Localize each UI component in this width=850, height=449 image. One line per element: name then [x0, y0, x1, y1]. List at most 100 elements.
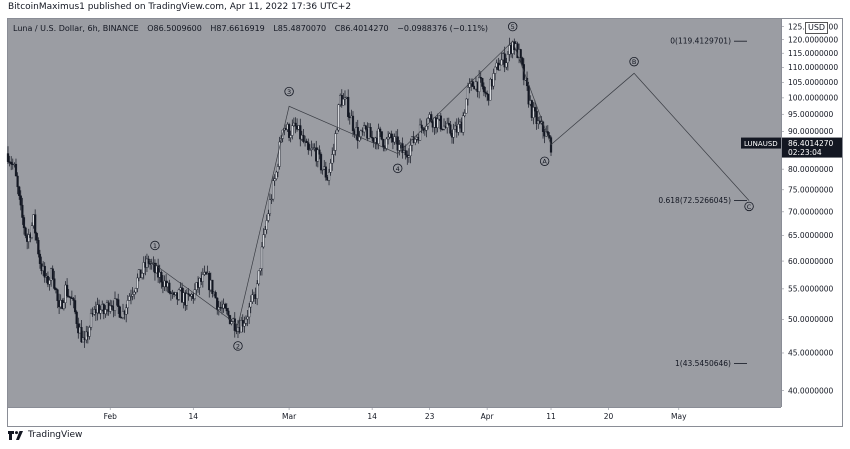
candle-body: [56, 289, 59, 301]
candle-body: [489, 79, 492, 101]
candle-body: [321, 169, 324, 171]
candle-body: [217, 307, 220, 310]
fib-level-label: 1(43.5450646): [675, 359, 731, 368]
candle-body: [505, 62, 508, 68]
legend-open: O86.5009600: [147, 24, 202, 33]
candle-body: [506, 54, 509, 63]
candle-body: [88, 327, 91, 337]
candle-body: [259, 268, 262, 272]
candle-body: [486, 93, 489, 95]
candle-body: [16, 175, 19, 188]
candle-body: [19, 195, 22, 206]
candle-body: [117, 299, 120, 307]
candle-body: [51, 268, 54, 279]
candle-body: [131, 294, 134, 297]
legend-low: L85.4870070: [273, 24, 327, 33]
candle-body: [305, 140, 308, 143]
candle-body: [177, 289, 180, 300]
candle-body: [337, 104, 340, 131]
candle-body: [113, 298, 117, 311]
legend-high: H87.6616919: [210, 24, 265, 33]
time-tick-label: 14: [367, 412, 377, 421]
candle-body: [230, 321, 233, 325]
candle-body: [75, 311, 78, 324]
candle-body: [267, 213, 270, 221]
last-price-countdown: 02:23:04: [788, 148, 822, 157]
candle-body: [452, 129, 455, 138]
candle-body: [102, 304, 105, 315]
wave-label-circle: [233, 341, 243, 351]
candle-body: [43, 265, 46, 278]
candle-body: [227, 310, 230, 316]
price-tick-label: 105.0000000: [788, 78, 838, 87]
candle-body: [110, 305, 113, 307]
publisher-header: BitcoinMaximus1 published on TradingView…: [8, 2, 352, 12]
wave-label: 1: [153, 242, 157, 250]
candle-body: [129, 295, 133, 298]
price-tick-label: 100.0000000: [788, 94, 838, 103]
candle-body: [532, 107, 535, 118]
candle-body: [248, 306, 251, 318]
candle-body: [449, 124, 452, 134]
candle-body: [201, 274, 204, 282]
candle-body: [243, 323, 246, 327]
candle-body: [62, 302, 65, 309]
candle-body: [548, 135, 551, 138]
candle-body: [396, 136, 399, 151]
candle-body: [80, 327, 83, 343]
candle-body: [447, 122, 450, 125]
candle-body: [342, 98, 345, 106]
candle-body: [347, 96, 350, 117]
candle-body: [541, 121, 545, 132]
candle-body: [115, 298, 118, 300]
chart-frame: [7, 18, 843, 427]
currency-badge[interactable]: USD: [805, 22, 829, 34]
candle-body: [30, 225, 34, 238]
footer-brand-label: TradingView: [28, 430, 83, 440]
time-tick-label: Feb: [104, 412, 118, 421]
candle-body: [479, 76, 482, 79]
candle-body: [289, 135, 292, 138]
wave-label-circle: [284, 86, 294, 97]
candle-body: [99, 309, 102, 314]
time-axis[interactable]: [8, 407, 781, 426]
wave-label-circle: [507, 21, 518, 32]
candle-body: [307, 142, 310, 151]
wave-label: B: [632, 58, 636, 66]
price-tick-label: 40.0000000: [788, 386, 834, 395]
candle-body: [329, 162, 332, 173]
candle-body: [521, 57, 524, 65]
price-tick-label: 55.0000000: [788, 285, 834, 294]
candle-body: [302, 134, 305, 143]
price-axis[interactable]: [781, 19, 842, 407]
candle-body: [24, 227, 27, 236]
candle-body: [478, 76, 481, 92]
price-tick-label: 110.0000000: [788, 63, 838, 72]
candle-body: [65, 284, 69, 297]
candle-body: [133, 291, 136, 295]
candle-body: [268, 199, 272, 214]
candle-body: [425, 125, 428, 131]
candle-body: [157, 265, 160, 278]
candle-body: [211, 279, 214, 294]
candle-body: [423, 129, 426, 132]
candle-body: [34, 214, 37, 234]
candle-body: [257, 270, 260, 285]
candle-body: [109, 305, 112, 312]
plot-area[interactable]: [8, 19, 781, 407]
price-tick-label: 50.0000000: [788, 315, 834, 324]
price-tick-label: 120.0000000: [788, 35, 838, 44]
price-tick-label: 65.0000000: [788, 231, 834, 240]
candle-body: [356, 127, 359, 141]
candle-body: [168, 282, 171, 294]
candle-body: [316, 149, 319, 162]
price-tick-label: 80.0000000: [788, 165, 834, 174]
legend-symbol: Luna / U.S. Dollar, 6h, BINANCE: [13, 24, 139, 33]
candle-body: [481, 78, 484, 87]
candle-body: [136, 277, 139, 289]
candle-body: [379, 128, 382, 132]
candle-body: [426, 118, 430, 127]
candle-body: [409, 145, 412, 157]
candle-body: [128, 296, 131, 301]
